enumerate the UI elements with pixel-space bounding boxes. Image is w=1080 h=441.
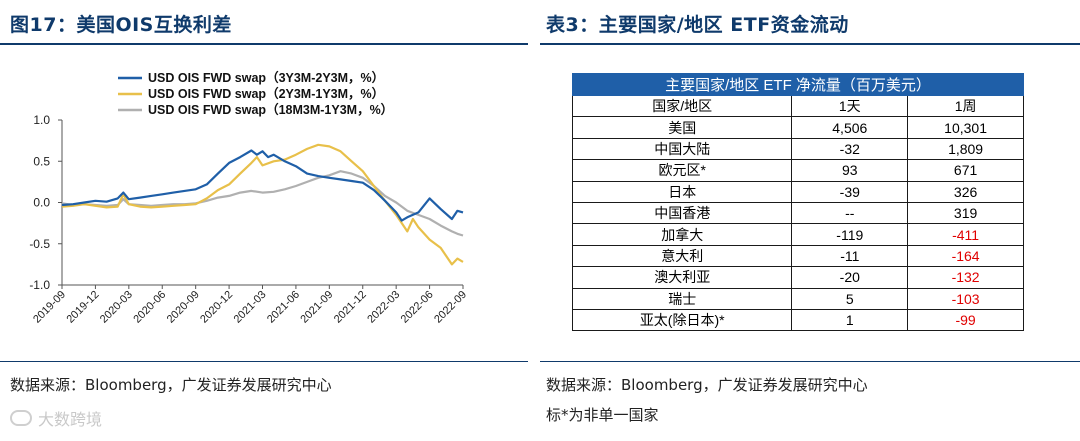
cell-region: 亚太(除日本)* [571,308,793,332]
table-column-row: 国家/地区 1天 1周 [571,94,1024,118]
y-tick-label: 1.0 [33,113,50,127]
cell-1day: -119 [791,223,909,246]
chart-series [61,143,464,266]
column-1day: 1天 [791,94,909,118]
chart-legend: USD OIS FWD swap（3Y3M-2Y3M，%）USD OIS FWD… [118,70,393,117]
x-tick-label: 2022-03 [365,289,402,326]
cell-region: 加拿大 [571,223,793,246]
right-bottom-rule [540,361,1080,362]
cell-1week: 1,809 [907,137,1024,161]
x-tick-label: 2022-09 [432,289,469,326]
cell-region: 瑞士 [571,287,793,310]
cell-1day: 4,506 [791,116,909,139]
cell-1week: 326 [907,180,1024,203]
cell-region: 中国大陆 [571,137,793,161]
y-tick-label: 0.0 [33,196,50,210]
table-row: 中国大陆 -32 1,809 [571,137,1024,161]
series-line-1 [61,149,464,222]
cell-1week: -103 [907,287,1024,310]
table-row: 加拿大 -119 -411 [571,223,1024,246]
cell-1week: 319 [907,201,1024,225]
legend-label-2: USD OIS FWD swap（2Y3M-1Y3M，%） [148,86,384,101]
cell-1week: -164 [907,244,1024,268]
cell-region: 欧元区* [571,159,793,182]
x-tick-label: 2020-03 [98,289,135,326]
column-1week: 1周 [907,94,1024,118]
cell-1week: 671 [907,159,1024,182]
table-row: 中国香港 -- 319 [571,201,1024,225]
legend-label-3: USD OIS FWD swap（18M3M-1Y3M，%） [148,102,393,117]
cell-1day: 5 [791,287,909,310]
cell-1day: -32 [791,137,909,161]
right-footnote: 标*为非单一国家 [546,406,659,424]
x-tick-label: 2019-09 [31,289,68,326]
watermark: 大数跨境 [10,406,102,430]
cell-1day: -20 [791,266,909,289]
table-row: 意大利 -11 -164 [571,244,1024,268]
column-region: 国家/地区 [571,94,793,118]
cell-1day: 93 [791,159,909,182]
series-line-2 [61,143,464,266]
cell-1week: -99 [907,308,1024,332]
left-title-rule [0,43,528,45]
legend-label-1: USD OIS FWD swap（3Y3M-2Y3M，%） [148,70,384,85]
x-tick-label: 2020-06 [131,289,168,326]
cell-1day: -39 [791,180,909,203]
cell-1day: -11 [791,244,909,268]
cell-region: 美国 [571,116,793,139]
right-title-rule [540,43,1080,45]
x-tick-label: 2021-12 [332,289,369,326]
table-row: 欧元区* 93 671 [571,159,1024,182]
watermark-logo-icon [10,410,32,426]
cell-1week: 10,301 [907,116,1024,139]
x-tick-label: 2019-12 [65,289,102,326]
cell-region: 意大利 [571,244,793,268]
table-title: 表3：主要国家/地区 ETF资金流动 [546,14,849,36]
table-row: 日本 -39 326 [571,180,1024,203]
left-source-note: 数据来源：Bloomberg，广发证券发展研究中心 [10,376,332,394]
x-tick-label: 2021-09 [298,289,335,326]
y-tick-label: -1.0 [29,278,50,292]
watermark-text: 大数跨境 [38,410,103,429]
table-header: 主要国家/地区 ETF 净流量（百万美元） [572,73,1024,96]
right-source-note: 数据来源：Bloomberg，广发证券发展研究中心 [546,376,868,394]
x-tick-label: 2020-12 [198,289,235,326]
x-tick-label: 2021-06 [265,289,302,326]
cell-1day: 1 [791,308,909,332]
cell-region: 澳大利亚 [571,266,793,289]
table-row: 亚太(除日本)* 1 -99 [571,308,1024,332]
x-tick-label: 2021-03 [232,289,269,326]
table-row: 澳大利亚 -20 -132 [571,266,1024,289]
cell-region: 日本 [571,180,793,203]
x-tick-label: 2022-06 [399,289,436,326]
cell-1week: -411 [907,223,1024,246]
x-tick-label: 2020-09 [165,289,202,326]
cell-region: 中国香港 [571,201,793,225]
table-header-row: 主要国家/地区 ETF 净流量（百万美元） [572,73,1024,96]
left-bottom-rule [0,361,528,362]
y-tick-label: 0.5 [33,154,50,168]
cell-1day: -- [791,201,909,225]
table-row: 瑞士 5 -103 [571,287,1024,310]
ois-spread-chart: USD OIS FWD swap（3Y3M-2Y3M，%）USD OIS FWD… [29,70,469,326]
y-tick-label: -0.5 [29,237,50,251]
chart-title: 图17：美国OIS互换利差 [10,14,232,36]
series-line-3 [61,170,464,237]
table-row: 美国 4,506 10,301 [571,116,1024,139]
etf-flow-table: 主要国家/地区 ETF 净流量（百万美元） 国家/地区 1天 1周 美国 4,50… [571,73,1024,332]
cell-1week: -132 [907,266,1024,289]
